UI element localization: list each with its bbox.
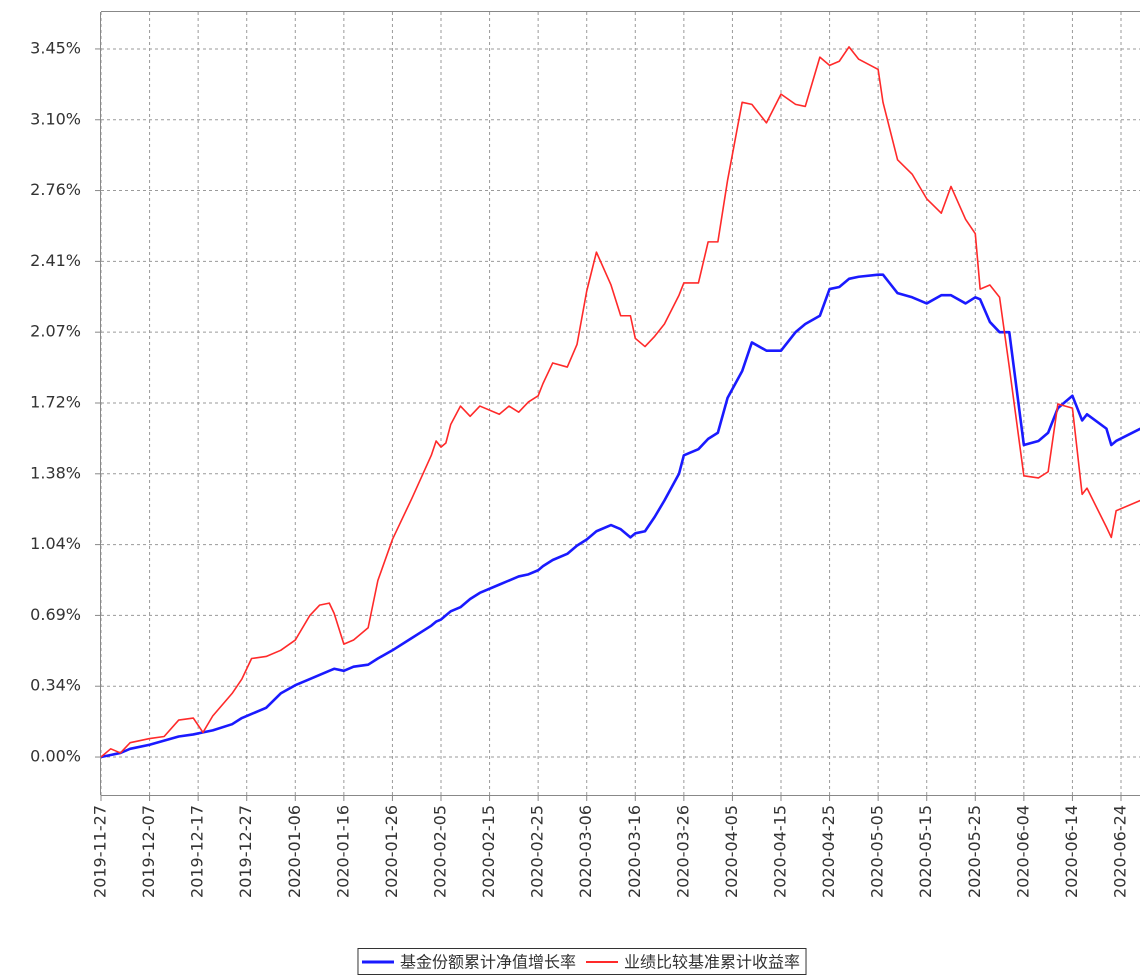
x-tick-label: 2019-12-07 (139, 805, 158, 898)
legend: 基金份额累计净值增长率 业绩比较基准累计收益率 (357, 948, 807, 975)
y-tick-label: 0.00% (30, 747, 81, 766)
x-tick-label: 2020-02-05 (431, 805, 450, 898)
x-tick-label: 2020-03-16 (625, 805, 644, 898)
x-tick-label: 2020-05-05 (868, 805, 887, 898)
legend-box (357, 948, 807, 975)
x-tick-label: 2020-03-26 (673, 805, 692, 898)
y-tick-label: 2.76% (30, 180, 81, 199)
x-tick-label: 2020-02-15 (479, 805, 498, 898)
x-tick-label: 2019-12-17 (188, 805, 207, 898)
x-tick-label: 2020-05-15 (916, 805, 935, 898)
y-tick-label: 2.07% (30, 322, 81, 341)
x-tick-label: 2020-01-06 (285, 805, 304, 898)
x-tick-label: 2020-06-24 (1111, 805, 1130, 898)
x-tick-label: 2020-06-04 (1013, 805, 1032, 898)
x-tick-label: 2020-01-16 (333, 805, 352, 898)
y-tick-label: 1.04% (30, 534, 81, 553)
x-tick-label: 2020-04-25 (819, 805, 838, 898)
y-tick-label: 0.34% (30, 676, 81, 695)
legend-label: 业绩比较基准累计收益率 (624, 953, 800, 972)
x-tick-label: 2019-11-27 (91, 805, 110, 898)
series-line (100, 46, 1140, 758)
legend-label: 基金份额累计净值增长率 (400, 953, 576, 972)
x-tick-label: 2020-06-14 (1062, 805, 1081, 898)
x-tick-label: 2019-12-27 (236, 805, 255, 898)
x-tick-label: 2020-04-05 (722, 805, 741, 898)
y-tick-label: 3.10% (30, 109, 81, 128)
x-tick-label: 2020-03-06 (576, 805, 595, 898)
x-tick-label: 2020-05-25 (965, 805, 984, 898)
y-tick-label: 1.72% (30, 392, 81, 411)
y-tick-label: 2.41% (30, 251, 81, 270)
x-tick-label: 2020-02-25 (528, 805, 547, 898)
y-tick-label: 3.45% (30, 38, 81, 57)
y-tick-label: 1.38% (30, 463, 81, 482)
y-tick-label: 0.69% (30, 605, 81, 624)
series-line (100, 273, 1140, 759)
x-tick-label: 2020-01-26 (382, 805, 401, 898)
x-tick-label: 2020-04-15 (771, 805, 790, 898)
